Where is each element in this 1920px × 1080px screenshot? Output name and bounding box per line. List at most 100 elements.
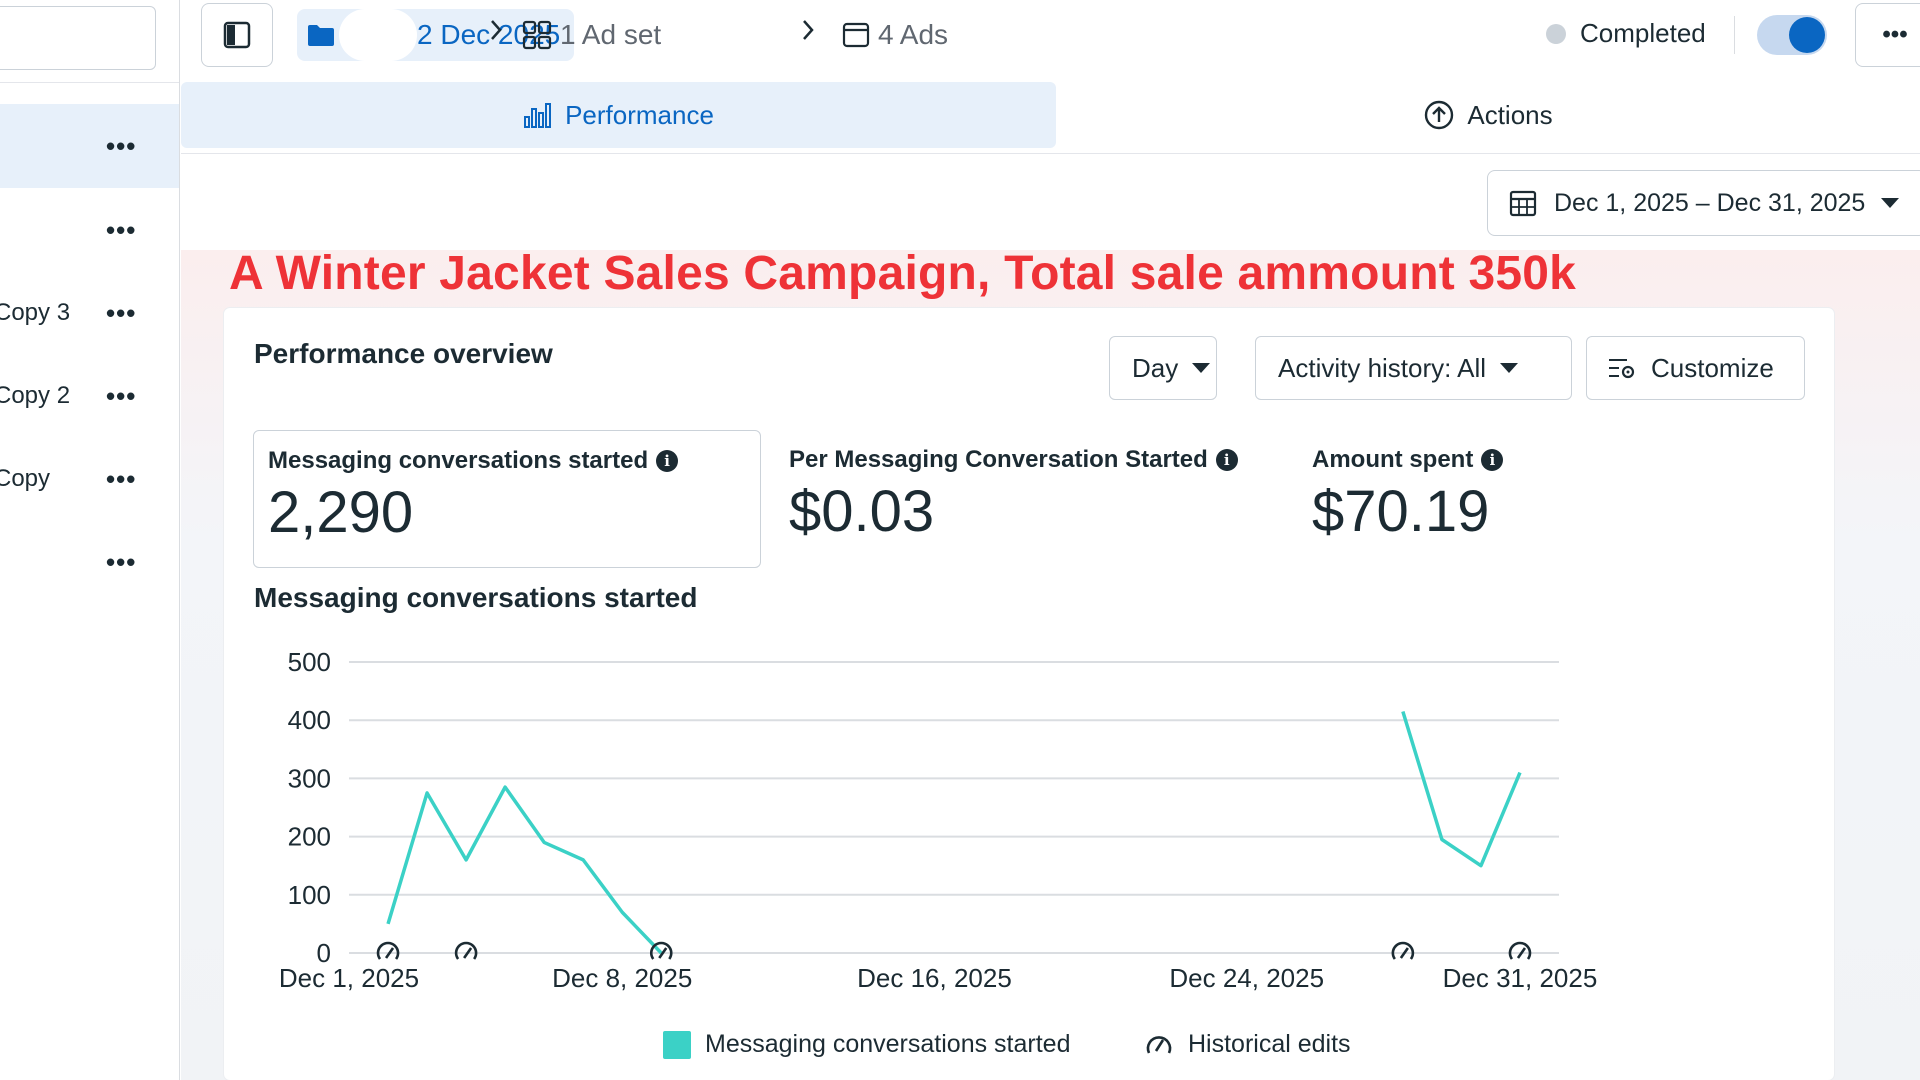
legend-label: Messaging conversations started [705,1030,1071,1058]
customize-label: Customize [1651,352,1774,383]
date-range-picker[interactable]: Dec 1, 2025 – Dec 31, 2025 [1487,170,1920,236]
x-tick-label: Dec 16, 2025 [857,963,1012,993]
y-tick-label: 500 [288,647,331,677]
breadcrumb-adset[interactable]: 1 Ad set [522,14,661,56]
series-line [386,785,663,955]
x-tick-label: Dec 8, 2025 [552,963,692,993]
sidebar-item-label: Copy [0,465,51,492]
activity-history-label: Activity history: All [1278,352,1487,383]
settings-list-icon [1609,359,1635,379]
card-title: Performance overview [254,338,553,369]
y-tick-label: 300 [288,763,331,793]
metric-value: $0.03 [789,479,935,544]
day-dropdown-label: Day [1132,352,1179,383]
tab-actions[interactable]: Actions [1056,82,1920,148]
info-icon[interactable]: i [656,450,679,472]
redacted-mask [339,9,417,61]
status-dot-icon [1546,23,1566,44]
sidebar-item[interactable]: ••• [0,520,179,604]
sidebar-item-label: Copy 3 [0,299,71,326]
bar-chart-icon [524,103,552,128]
panel-toggle-button[interactable] [201,3,273,67]
caret-down-icon [1881,198,1900,208]
divider [1734,16,1735,54]
sidebar-item[interactable]: ••• [0,104,179,188]
legend-item-conversations[interactable]: Messaging conversations started [663,1030,1070,1059]
grid-icon [522,20,552,50]
y-tick-label: 400 [288,705,331,735]
chart-title: Messaging conversations started [254,582,698,613]
sidebar-divider [0,82,179,83]
top-bar: 2 Dec 2025 1 Ad set 4 Ads Completed ••• [181,0,1920,70]
metric-amount-spent[interactable]: Amount spent i $70.19 [1298,430,1698,568]
campaign-sidebar: ••• ••• Copy 3 ••• Copy 2 ••• Copy ••• •… [0,0,180,1080]
metric-value: 2,290 [268,480,414,545]
y-tick-label: 0 [317,938,331,968]
campaign-toggle[interactable] [1757,15,1827,55]
metric-value: $70.19 [1312,479,1490,544]
x-tick-label: Dec 1, 2025 [279,963,419,993]
breadcrumb-ads-label: 4 Ads [878,19,949,50]
more-options-icon[interactable]: ••• [106,381,137,411]
more-options-icon[interactable]: ••• [106,464,137,494]
sidebar-item-label: Copy 2 [0,382,71,409]
tab-divider [181,153,1920,154]
sidebar-item[interactable]: Copy 2 ••• [0,354,179,438]
toggle-knob [1789,17,1825,53]
ad-icon [842,22,870,48]
breadcrumb-adset-label: 1 Ad set [560,19,662,50]
folder-icon [308,25,334,46]
historical-edit-marker[interactable] [1508,941,1532,960]
x-tick-label: Dec 31, 2025 [1443,963,1598,993]
sidebar-search-field[interactable] [0,6,156,70]
y-tick-label: 200 [288,822,331,852]
arrow-up-circle-icon [1425,100,1454,130]
info-icon[interactable]: i [1481,449,1504,471]
sidebar-item[interactable]: Copy ••• [0,437,179,521]
chevron-right-icon [489,18,503,49]
metric-conversations[interactable]: Messaging conversations started i 2,290 [253,430,761,568]
historical-edits-icon [1146,1035,1172,1054]
legend-label: Historical edits [1188,1030,1351,1058]
more-options-icon[interactable]: ••• [106,131,137,161]
metric-label: Per Messaging Conversation Started [789,446,1208,473]
status-indicator: Completed [1546,18,1706,49]
activity-history-dropdown[interactable]: Activity history: All [1255,336,1572,400]
calendar-icon [1509,190,1537,217]
tab-actions-label: Actions [1467,99,1553,130]
sidebar-item[interactable]: ••• [0,188,179,272]
status-label: Completed [1580,18,1706,48]
date-range-label: Dec 1, 2025 – Dec 31, 2025 [1554,188,1866,217]
info-icon[interactable]: i [1215,449,1238,471]
caret-down-icon [1500,363,1519,373]
x-tick-label: Dec 24, 2025 [1169,963,1324,993]
historical-edit-marker[interactable] [650,941,673,960]
campaign-headline: A Winter Jacket Sales Campaign, Total sa… [229,247,1577,300]
tab-performance-label: Performance [565,99,714,130]
series-line [1401,710,1522,868]
more-options-icon[interactable]: ••• [106,298,137,328]
more-options-button[interactable]: ••• [1855,3,1920,67]
y-tick-label: 100 [288,880,331,910]
historical-edit-marker[interactable] [1391,941,1415,960]
day-dropdown[interactable]: Day [1109,336,1217,400]
metric-cost-per-conversation[interactable]: Per Messaging Conversation Started i $0.… [775,430,1275,568]
customize-button[interactable]: Customize [1586,336,1805,400]
tab-performance[interactable]: Performance [181,82,1056,148]
historical-edit-marker[interactable] [376,941,400,960]
historical-edit-marker[interactable] [454,941,478,960]
sidebar-item[interactable]: Copy 3 ••• [0,271,179,355]
caret-down-icon [1192,363,1211,373]
breadcrumb-campaign-label: 2 Dec 2025 [417,19,561,50]
performance-overview-card: Performance overview Day Activity histor… [224,308,1834,1080]
metric-label: Amount spent [1312,446,1474,473]
sidebar-panel-icon [223,21,251,49]
legend-swatch [663,1030,691,1059]
breadcrumb-campaign[interactable]: 2 Dec 2025 [297,9,575,61]
more-options-icon[interactable]: ••• [106,547,137,577]
breadcrumb-ads[interactable]: 4 Ads [842,14,948,56]
legend-item-historical-edits[interactable]: Historical edits [1144,1030,1351,1059]
more-options-icon[interactable]: ••• [106,215,137,245]
metric-label: Messaging conversations started [268,447,649,474]
